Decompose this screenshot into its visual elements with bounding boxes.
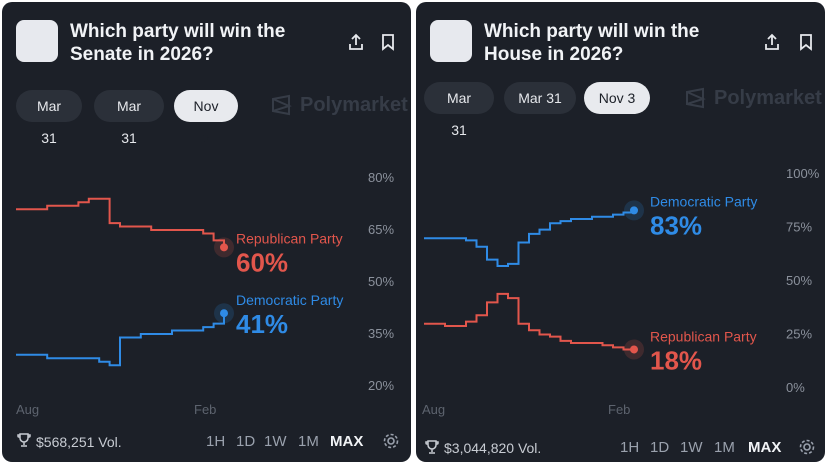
range-1w[interactable]: 1W xyxy=(264,433,287,450)
endpoint-dot xyxy=(220,243,228,252)
polymarket-logo-icon xyxy=(686,87,706,109)
endpoint-dot xyxy=(630,345,638,354)
volume-label: $568,251 Vol. xyxy=(36,434,122,450)
range-1h[interactable]: 1H xyxy=(620,439,640,456)
range-max[interactable]: MAX xyxy=(330,433,364,450)
senate-market-card[interactable]: Which party will win the Senate in 2026?… xyxy=(2,2,411,462)
series-value-label: 83% xyxy=(650,210,702,240)
y-tick-label: 75% xyxy=(786,220,812,235)
x-tick-label: Aug xyxy=(422,402,445,417)
share-icon[interactable] xyxy=(762,32,782,52)
y-tick-label: 65% xyxy=(368,222,394,237)
house-price-chart[interactable]: 100% 75% 50% 25% 0% Aug Feb Democratic Party83%… xyxy=(416,152,825,422)
gear-icon[interactable] xyxy=(382,432,400,450)
y-tick-label: 35% xyxy=(368,326,394,341)
series-name-label: Republican Party xyxy=(650,328,757,344)
brand-name: Polymarket xyxy=(714,87,822,109)
range-1m[interactable]: 1M xyxy=(714,439,735,456)
date-button-2[interactable]: Mar 31 xyxy=(94,90,164,146)
series-value-label: 60% xyxy=(236,247,288,277)
date-button-3[interactable]: Nov 3 xyxy=(584,82,650,114)
range-1w[interactable]: 1W xyxy=(680,439,703,456)
y-tick-label: 50% xyxy=(368,274,394,289)
house-market-card[interactable]: Which party will win the House in 2026? … xyxy=(416,2,825,462)
share-icon[interactable] xyxy=(346,32,366,52)
range-1d[interactable]: 1D xyxy=(236,433,256,450)
bookmark-icon[interactable] xyxy=(796,32,816,52)
range-max[interactable]: MAX xyxy=(748,439,782,456)
trophy-icon xyxy=(425,440,439,454)
x-tick-label: Feb xyxy=(194,402,216,417)
y-tick-label: 0% xyxy=(786,380,805,395)
senate-seal-logo xyxy=(16,20,58,62)
bookmark-icon[interactable] xyxy=(378,32,398,52)
market-title: Which party will win the Senate in 2026? xyxy=(70,21,286,65)
series-line-2 xyxy=(16,313,225,367)
gear-icon[interactable] xyxy=(798,438,816,456)
endpoint-dot xyxy=(630,206,638,215)
series-line-2 xyxy=(424,292,634,351)
y-tick-label: 20% xyxy=(368,378,394,393)
date-button-3[interactable]: Nov 3 xyxy=(174,90,238,146)
series-name-label: Democratic Party xyxy=(650,193,757,209)
trophy-icon xyxy=(17,433,31,447)
date-button-2[interactable]: Mar 31 xyxy=(504,82,576,114)
brand-name: Polymarket xyxy=(300,94,408,116)
series-value-label: 18% xyxy=(650,345,702,375)
series-name-label: Republican Party xyxy=(236,230,343,246)
volume-label: $3,044,820 Vol. xyxy=(444,440,542,456)
house-seal-logo xyxy=(430,20,472,62)
date-button-1[interactable]: Mar 31 xyxy=(424,82,494,138)
series-line-1 xyxy=(424,210,635,268)
series-value-label: 41% xyxy=(236,309,288,339)
series-name-label: Democratic Party xyxy=(236,292,343,308)
x-tick-label: Feb xyxy=(608,402,630,417)
range-1h[interactable]: 1H xyxy=(206,433,226,450)
senate-price-chart[interactable]: 80% 65% 50% 35% 20% Aug Feb Republican Party60%… xyxy=(2,152,411,422)
y-tick-label: 80% xyxy=(368,170,394,185)
y-tick-label: 50% xyxy=(786,273,812,288)
x-tick-label: Aug xyxy=(16,402,39,417)
polymarket-logo-icon xyxy=(272,94,292,116)
series-line-1 xyxy=(16,197,225,248)
y-tick-label: 25% xyxy=(786,327,812,342)
date-button-1[interactable]: Mar 31 xyxy=(16,90,82,146)
y-tick-label: 100% xyxy=(786,166,820,181)
range-1d[interactable]: 1D xyxy=(650,439,670,456)
endpoint-dot xyxy=(220,309,228,318)
market-title: Which party will win the House in 2026? xyxy=(484,21,700,65)
range-1m[interactable]: 1M xyxy=(298,433,319,450)
